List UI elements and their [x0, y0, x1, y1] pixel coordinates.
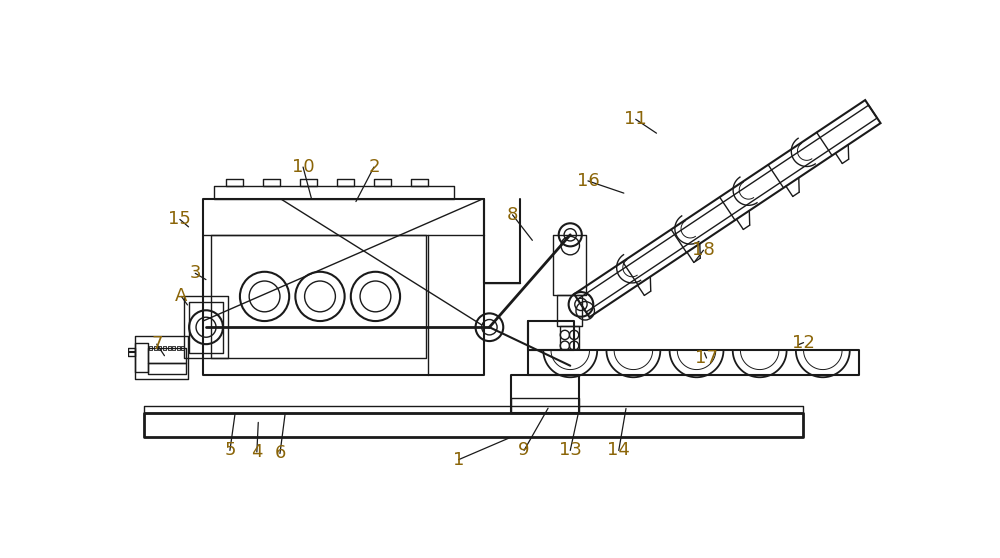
Text: 7: 7: [151, 335, 163, 353]
Bar: [158, 346, 161, 349]
Text: 8: 8: [507, 206, 518, 224]
Bar: [135, 336, 188, 379]
Bar: [560, 326, 579, 349]
Bar: [135, 343, 148, 372]
Bar: [557, 295, 582, 326]
Bar: [154, 346, 157, 349]
Bar: [144, 406, 803, 413]
Bar: [411, 179, 428, 186]
Text: 18: 18: [692, 241, 715, 259]
Bar: [148, 363, 186, 374]
Bar: [177, 346, 180, 349]
Bar: [511, 375, 579, 413]
Text: 17: 17: [695, 349, 718, 367]
Bar: [226, 179, 243, 186]
Bar: [189, 302, 223, 353]
Text: 1: 1: [453, 451, 464, 469]
Bar: [528, 321, 574, 350]
Bar: [300, 179, 317, 186]
Text: 12: 12: [792, 334, 815, 352]
Bar: [181, 346, 184, 349]
Bar: [148, 348, 186, 363]
Text: 14: 14: [607, 441, 630, 459]
Bar: [211, 235, 426, 358]
Bar: [263, 179, 280, 186]
Text: 6: 6: [274, 445, 286, 463]
Bar: [144, 413, 803, 436]
Text: 15: 15: [168, 210, 191, 228]
Text: 16: 16: [577, 172, 599, 190]
Text: 2: 2: [368, 158, 380, 176]
Bar: [172, 346, 175, 349]
Bar: [203, 199, 484, 375]
Text: 3: 3: [190, 264, 201, 282]
Bar: [149, 346, 152, 349]
Text: 11: 11: [624, 110, 647, 128]
Text: 13: 13: [559, 441, 582, 459]
Bar: [163, 346, 166, 349]
Bar: [168, 346, 171, 349]
Bar: [184, 296, 228, 358]
Text: A: A: [175, 287, 188, 305]
Text: 5: 5: [224, 441, 236, 459]
Bar: [528, 350, 859, 375]
Bar: [128, 348, 135, 355]
Bar: [553, 235, 586, 295]
Bar: [214, 186, 454, 199]
Bar: [374, 179, 391, 186]
Text: 10: 10: [292, 158, 314, 176]
Bar: [511, 398, 579, 413]
Text: 4: 4: [251, 443, 263, 461]
Text: 9: 9: [518, 441, 530, 459]
Bar: [337, 179, 354, 186]
